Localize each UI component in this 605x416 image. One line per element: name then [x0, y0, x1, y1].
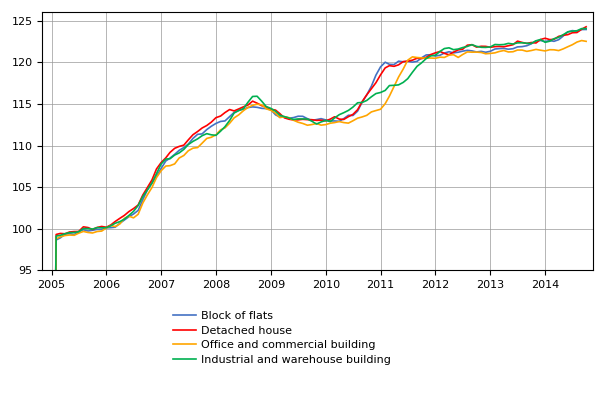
Line: Office and commercial building: Office and commercial building: [51, 41, 586, 416]
Line: Detached house: Detached house: [51, 27, 586, 416]
Legend: Block of flats, Detached house, Office and commercial building, Industrial and w: Block of flats, Detached house, Office a…: [169, 307, 396, 369]
Line: Block of flats: Block of flats: [51, 30, 586, 416]
Line: Industrial and warehouse building: Industrial and warehouse building: [51, 29, 586, 416]
